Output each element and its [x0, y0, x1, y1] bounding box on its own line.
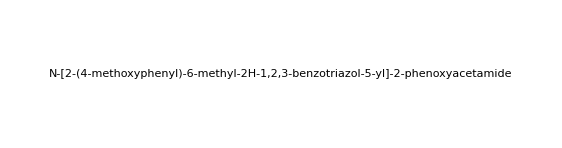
Text: N-[2-(4-methoxyphenyl)-6-methyl-2H-1,2,3-benzotriazol-5-yl]-2-phenoxyacetamide: N-[2-(4-methoxyphenyl)-6-methyl-2H-1,2,3… — [49, 69, 513, 79]
